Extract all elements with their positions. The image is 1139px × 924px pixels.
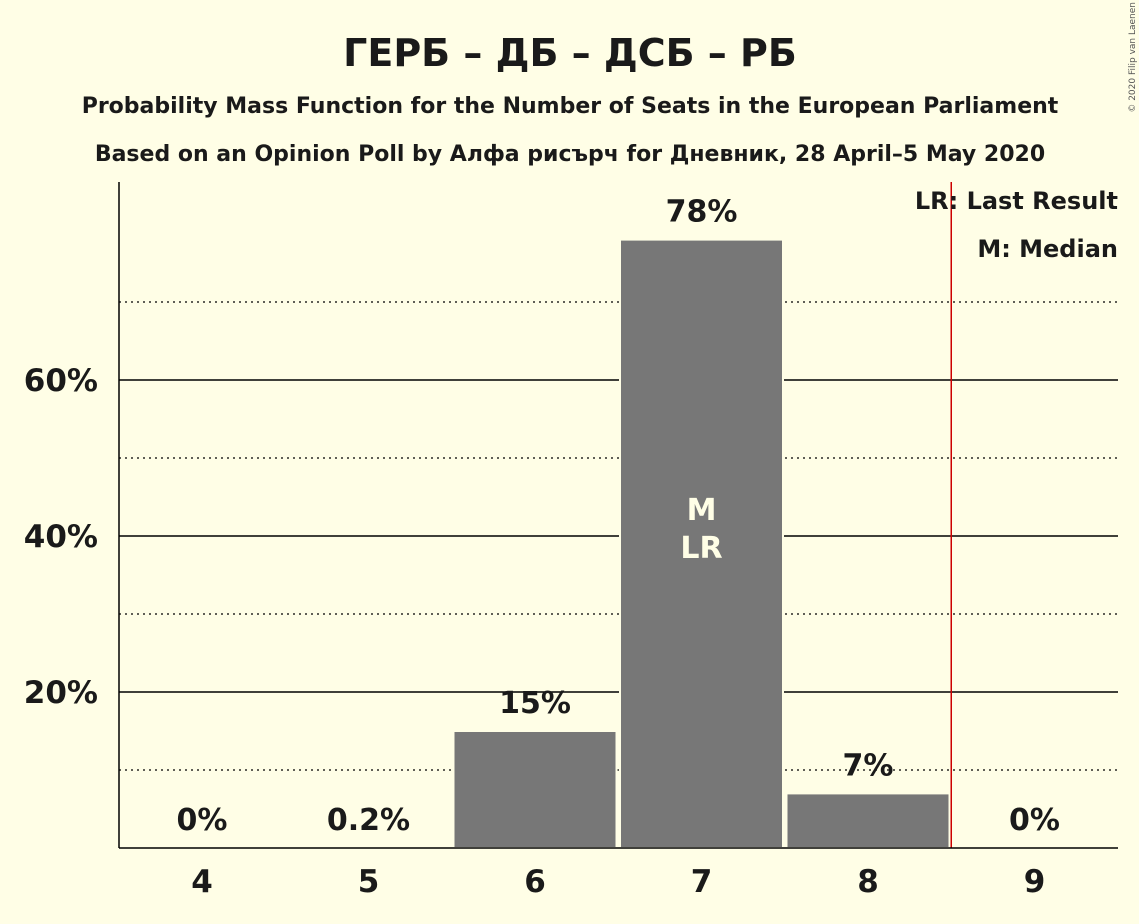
y-tick-label: 40%	[24, 519, 98, 555]
x-tick-label: 6	[524, 864, 546, 900]
bar-labels: 0% 0.2% 15% 78% 7% 0% MLR	[177, 195, 1060, 838]
y-tick-label: 60%	[24, 363, 98, 399]
x-tick-label: 9	[1024, 864, 1046, 900]
gridlines	[119, 301, 1118, 771]
value-label-seats-4: 0%	[177, 803, 228, 838]
ticks: 20% 40% 60% 4 5 6 7 8 9	[24, 363, 1045, 900]
legend-entry: M: Median	[977, 235, 1118, 263]
value-label-seats-8: 7%	[843, 748, 894, 783]
x-tick-label: 5	[358, 864, 380, 900]
chart-title: ГЕРБ – ДБ – ДСБ – РБ	[343, 31, 797, 75]
value-label-seats-9: 0%	[1009, 803, 1060, 838]
legend: LR: Last Result M: Median	[915, 187, 1118, 263]
y-tick-label: 20%	[24, 675, 98, 711]
x-tick-label: 8	[857, 864, 879, 900]
value-label-seats-7: 78%	[666, 195, 738, 230]
bar-seats-6	[452, 730, 618, 849]
median-marker: M	[687, 493, 717, 528]
bar-seats-8	[785, 792, 951, 850]
axes	[118, 182, 1118, 849]
legend-entry: LR: Last Result	[915, 187, 1118, 215]
chart-subtitle-poll: Based on an Opinion Poll by Алфа рисърч …	[95, 142, 1045, 167]
copyright-text: © 2020 Filip van Laenen	[1128, 2, 1138, 113]
last-result-marker: LR	[680, 531, 722, 566]
value-label-seats-5: 0.2%	[327, 803, 410, 838]
bar-seats-7	[619, 238, 784, 850]
bars	[286, 182, 952, 850]
x-tick-label: 7	[691, 864, 713, 900]
chart-subtitle: Probability Mass Function for the Number…	[82, 94, 1059, 119]
x-tick-label: 4	[191, 864, 213, 900]
value-label-seats-6: 15%	[499, 686, 571, 721]
